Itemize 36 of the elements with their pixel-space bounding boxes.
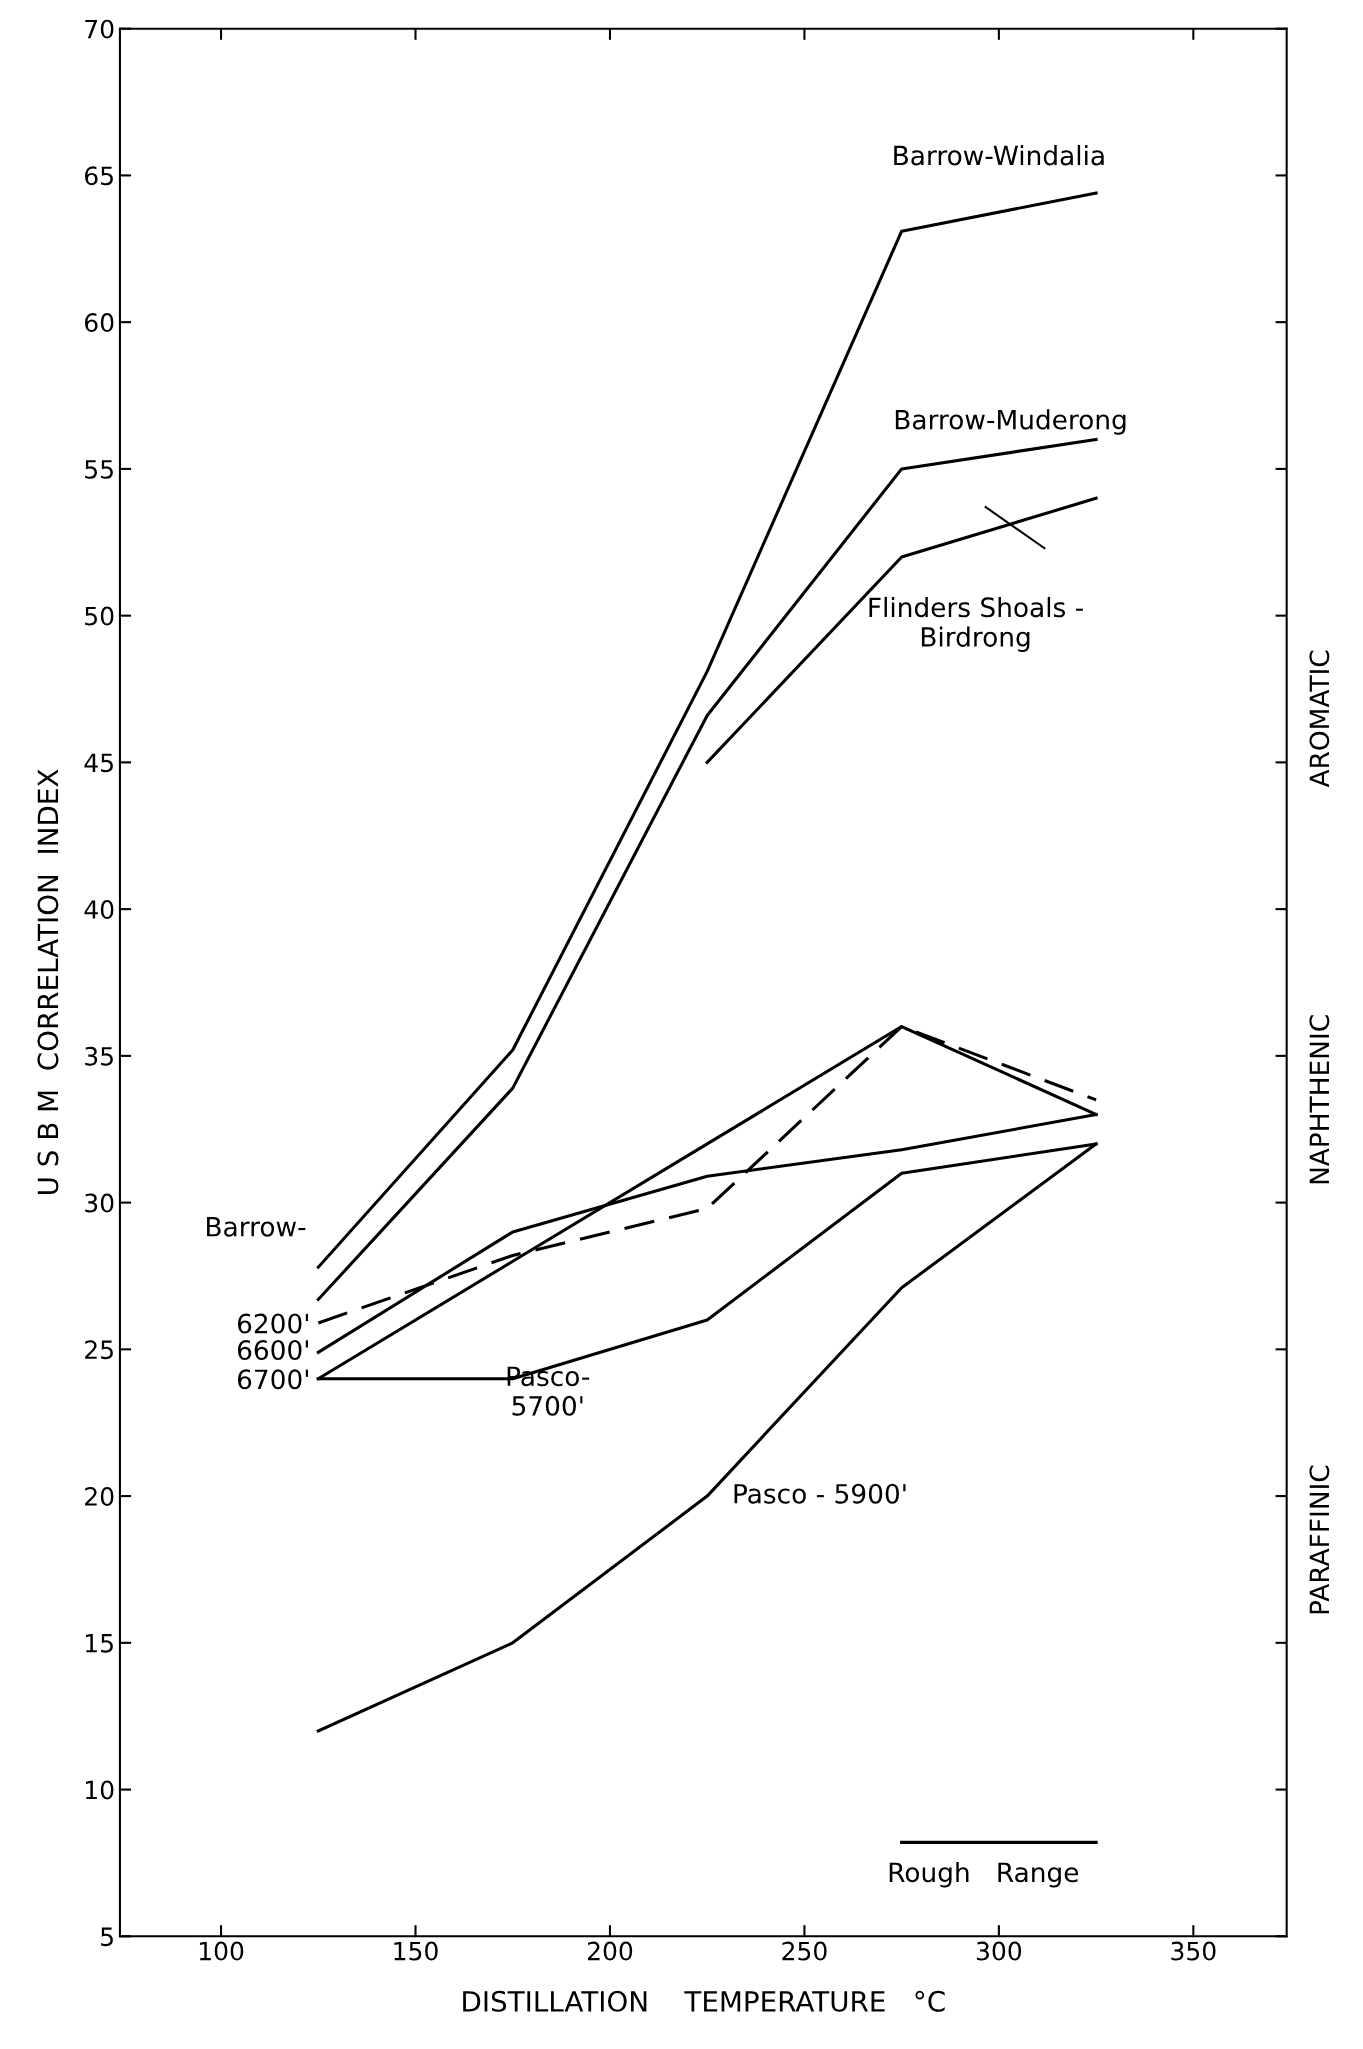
series-label: Barrow-Muderong [895, 409, 1126, 435]
y-tick-label: 50 [85, 606, 114, 626]
text: NAPHTHENIC [1309, 1015, 1330, 1184]
series-label: Pasco- 5700' [507, 1366, 590, 1416]
series-label: 6700' [237, 1369, 308, 1390]
y-tick-label: 60 [85, 313, 114, 333]
y-tick-label: 15 [86, 1634, 113, 1653]
y-tick-label: 20 [85, 1487, 114, 1506]
y-tick-label: 5 [101, 1927, 113, 1947]
y-tick-label: 45 [84, 753, 113, 773]
series-label: Rough Range [889, 1861, 1079, 1888]
y-tick-label: 30 [85, 1193, 114, 1213]
series-label: Pasco - 5900' [734, 1483, 906, 1504]
x-tick-label: 250 [782, 1941, 827, 1961]
series-label: Flinders Shoals - Birdrong [869, 596, 1083, 652]
y-tick-label: 10 [86, 1780, 114, 1800]
series-label: 6600' [237, 1339, 308, 1360]
text: AROMATIC [1309, 650, 1330, 788]
y-tick-label: 70 [85, 19, 114, 39]
series-label: Barrow-Windalia [894, 145, 1104, 166]
x-axis-title: DISTILLATION TEMPERATURE °C [463, 1990, 945, 2012]
x-tick-label: 100 [199, 1941, 244, 1961]
y-axis-title: U S B M CORRELATION INDEX [37, 769, 59, 1195]
x-tick-label: 350 [1171, 1941, 1216, 1961]
y-tick-label: 55 [85, 460, 113, 479]
x-tick-label: 150 [394, 1941, 438, 1961]
x-tick-label: 200 [587, 1941, 633, 1961]
text: PARAFFINIC [1309, 1465, 1330, 1614]
series-label: 6200' [237, 1313, 308, 1334]
y-tick-label: 65 [85, 166, 113, 186]
line-series [316, 438, 1098, 1301]
y-tick-label: 35 [85, 1046, 113, 1066]
annotation: Barrow- [207, 1217, 306, 1237]
y-tick-label: 25 [85, 1340, 113, 1360]
y-tick-label: 40 [84, 900, 114, 919]
x-tick-label: 300 [976, 1941, 1022, 1961]
